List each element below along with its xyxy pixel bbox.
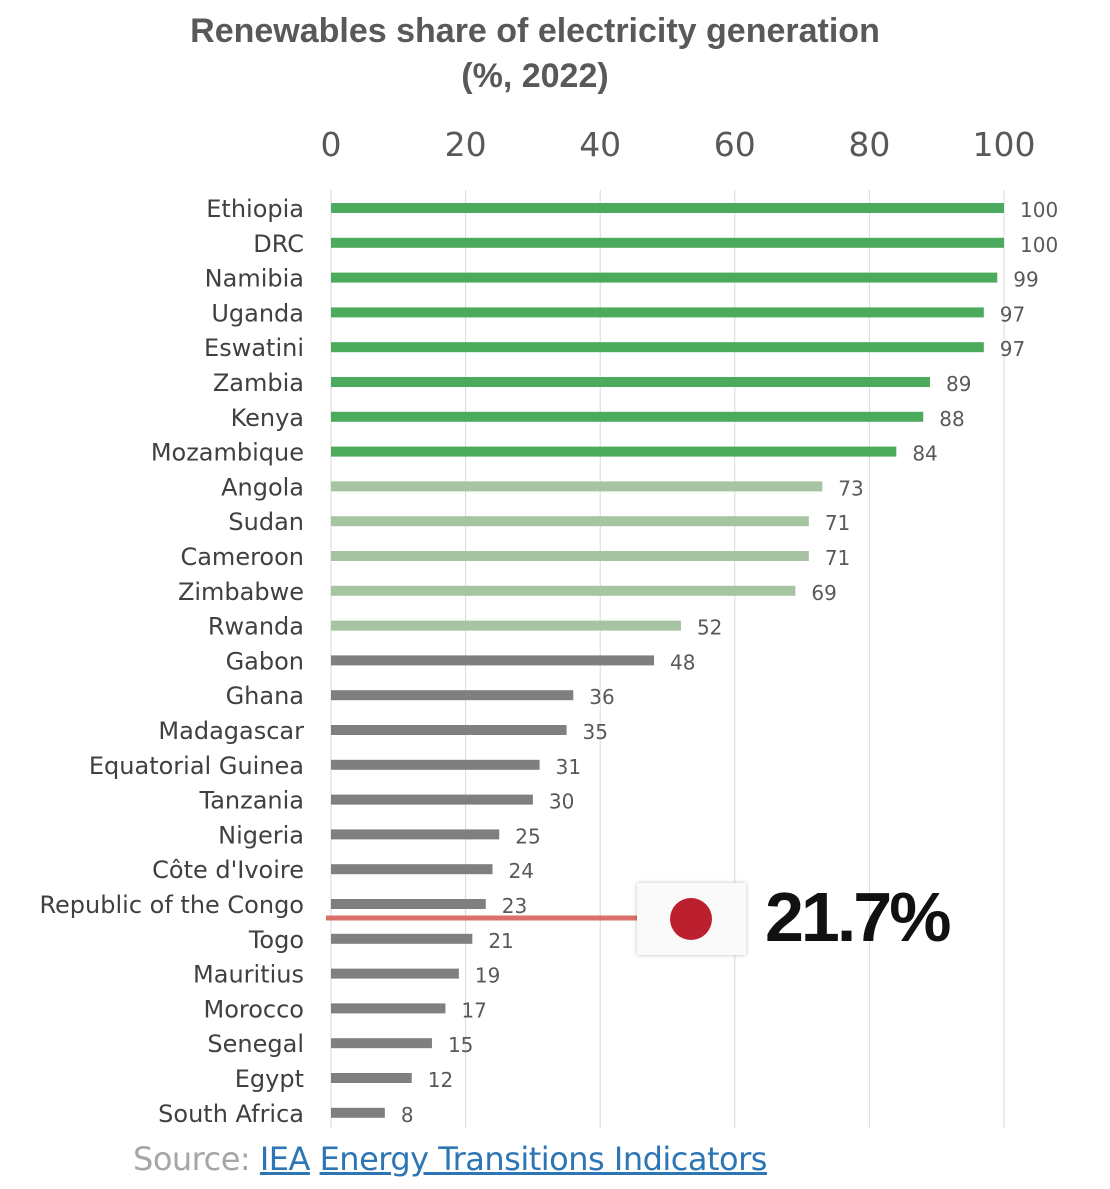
value-label-ghana: 36 (589, 685, 614, 709)
value-label-drc: 100 (1020, 233, 1058, 257)
category-label-zambia: Zambia (213, 369, 304, 397)
bar-kenya (331, 411, 924, 422)
bar-ghana (331, 690, 574, 701)
category-label-uganda: Uganda (211, 299, 304, 327)
category-label-nigeria: Nigeria (218, 821, 304, 849)
category-label-morocco: Morocco (204, 995, 305, 1023)
value-label-zimbabwe: 69 (811, 581, 836, 605)
flag-red-circle (670, 898, 712, 940)
source-link-indicators[interactable]: Energy Transitions Indicators (319, 1140, 768, 1178)
category-label-senegal: Senegal (207, 1030, 304, 1058)
value-label-uganda: 97 (1000, 302, 1025, 326)
value-label-zambia: 89 (946, 372, 971, 396)
source-note: Source: IEA Energy Transitions Indicator… (133, 1140, 767, 1178)
bar-egypt (331, 1073, 412, 1083)
value-label-rwanda: 52 (697, 616, 722, 640)
x-tick-label-80: 80 (848, 125, 890, 164)
value-label-kenya: 88 (939, 407, 964, 431)
category-label-rwanda: Rwanda (208, 613, 304, 641)
bar-eswatini (331, 342, 984, 353)
value-label-mauritius: 19 (475, 964, 500, 988)
value-label-ethiopia: 100 (1020, 198, 1058, 222)
category-label-togo: Togo (248, 926, 304, 954)
value-label-morocco: 17 (461, 998, 486, 1022)
category-label-gabon: Gabon (226, 647, 304, 675)
reference-value-label: 21.7% (765, 878, 951, 956)
value-label-south-africa: 8 (401, 1103, 414, 1127)
bar-madagascar (331, 725, 567, 735)
bar-senegal (331, 1038, 432, 1049)
category-label-cameroon: Cameroon (180, 543, 304, 571)
value-label-egypt: 12 (428, 1068, 453, 1092)
value-label-mozambique: 84 (912, 442, 937, 466)
value-label-namibia: 99 (1013, 268, 1038, 292)
category-label-drc: DRC (253, 230, 304, 258)
value-label-eswatini: 97 (1000, 337, 1025, 361)
category-label-tanzania: Tanzania (199, 787, 305, 815)
bar-sudan (331, 516, 809, 527)
bar-tanzania (331, 794, 533, 805)
category-label-mauritius: Mauritius (193, 961, 304, 989)
category-label-south-africa: South Africa (158, 1100, 304, 1128)
value-label-tanzania: 30 (549, 790, 574, 814)
source-prefix: Source: (133, 1140, 260, 1178)
bar-south-africa (331, 1107, 385, 1118)
x-tick-label-0: 0 (321, 125, 342, 164)
x-tick-label-40: 40 (579, 125, 621, 164)
bar-zambia (331, 377, 930, 387)
category-label-angola: Angola (221, 473, 304, 501)
bar-zimbabwe (331, 585, 796, 596)
bar-togo (331, 933, 473, 944)
bar-ethiopia (331, 203, 1004, 213)
category-label-zimbabwe: Zimbabwe (178, 578, 304, 606)
bar-nigeria (331, 829, 500, 840)
value-label-nigeria: 25 (515, 824, 540, 848)
value-label-angola: 73 (838, 476, 863, 500)
category-label-egypt: Egypt (235, 1065, 304, 1093)
bar-mozambique (331, 446, 897, 457)
bar-uganda (331, 307, 984, 318)
japan-flag-icon (637, 883, 746, 955)
source-link-iea[interactable]: IEA (259, 1140, 311, 1178)
value-label-sudan: 71 (825, 511, 850, 535)
bar-morocco (331, 1003, 446, 1014)
value-label-togo: 21 (488, 929, 513, 953)
category-label-sudan: Sudan (228, 508, 304, 536)
category-label-ethiopia: Ethiopia (206, 195, 304, 223)
value-label-republic-of-the-congo: 23 (502, 894, 527, 918)
bar-drc (331, 237, 1004, 248)
category-label-namibia: Namibia (205, 265, 304, 293)
x-tick-label-100: 100 (973, 125, 1036, 164)
bar-republic-of-the-congo (331, 899, 486, 909)
value-label-equatorial-guinea: 31 (556, 755, 581, 779)
value-label-cameroon: 71 (825, 546, 850, 570)
bar-cameroon (331, 551, 809, 561)
bar-mauritius (331, 968, 459, 979)
value-label-madagascar: 35 (583, 720, 608, 744)
x-tick-label-60: 60 (714, 125, 756, 164)
category-label-kenya: Kenya (231, 404, 304, 432)
category-label-c-te-d-ivoire: Côte d'Ivoire (152, 856, 304, 884)
bar-gabon (331, 655, 655, 666)
chart-subtitle: (%, 2022) (461, 57, 609, 95)
value-label-c-te-d-ivoire: 24 (509, 859, 534, 883)
category-label-madagascar: Madagascar (158, 717, 304, 745)
category-label-ghana: Ghana (226, 682, 304, 710)
x-tick-label-20: 20 (445, 125, 487, 164)
bar-angola (331, 481, 823, 492)
bar-equatorial-guinea (331, 759, 540, 770)
category-label-mozambique: Mozambique (151, 439, 304, 467)
chart-title: Renewables share of electricity generati… (190, 12, 880, 50)
bar-namibia (331, 272, 998, 283)
category-label-republic-of-the-congo: Republic of the Congo (39, 891, 304, 919)
category-label-eswatini: Eswatini (204, 334, 304, 362)
bar-c-te-d-ivoire (331, 864, 493, 875)
bar-rwanda (331, 620, 681, 631)
value-label-senegal: 15 (448, 1033, 473, 1057)
value-label-gabon: 48 (670, 650, 695, 674)
category-label-equatorial-guinea: Equatorial Guinea (89, 752, 304, 780)
